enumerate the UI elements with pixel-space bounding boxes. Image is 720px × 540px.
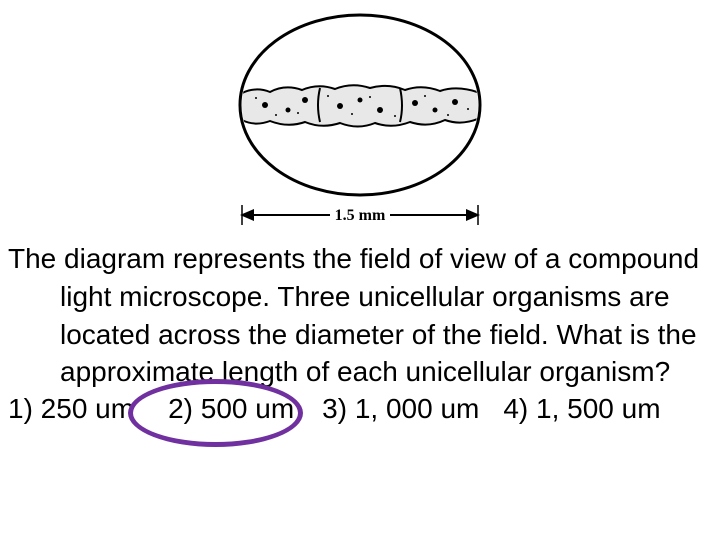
answer-1[interactable]: 1) 250 um (8, 393, 134, 425)
question-text: The diagram represents the field of view… (8, 240, 712, 391)
microscope-diagram: 1.5 mm (0, 0, 720, 240)
answer-4[interactable]: 4) 1, 500 um (503, 393, 660, 425)
dimension-label: 1.5 mm (335, 207, 386, 224)
question-block: The diagram represents the field of view… (0, 240, 720, 391)
dimension-line: 1.5 mm (240, 205, 480, 225)
answer-2[interactable]: 2) 500 um (168, 393, 294, 425)
answers-row: 1) 250 um 2) 500 um 3) 1, 000 um 4) 1, 5… (0, 393, 720, 425)
answer-3[interactable]: 3) 1, 000 um (322, 393, 479, 425)
organisms-band (240, 85, 480, 126)
field-of-view-svg: 1.5 mm (210, 10, 510, 240)
